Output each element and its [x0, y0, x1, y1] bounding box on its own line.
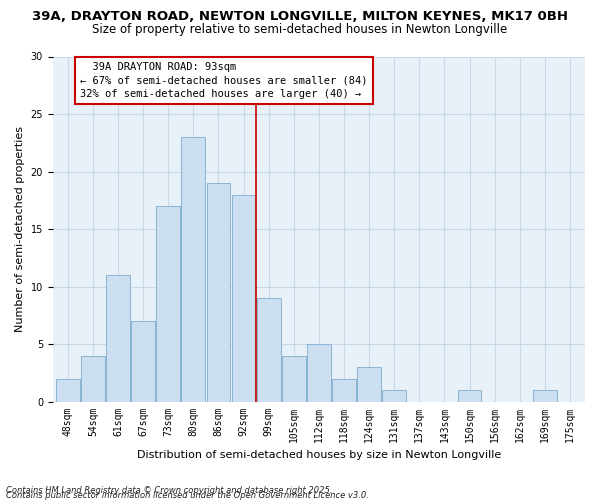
- Bar: [81, 356, 105, 402]
- Bar: [332, 378, 356, 402]
- Bar: [307, 344, 331, 402]
- Bar: [232, 194, 256, 402]
- Y-axis label: Number of semi-detached properties: Number of semi-detached properties: [15, 126, 25, 332]
- Text: Contains HM Land Registry data © Crown copyright and database right 2025.: Contains HM Land Registry data © Crown c…: [6, 486, 332, 495]
- Bar: [458, 390, 481, 402]
- Bar: [382, 390, 406, 402]
- Bar: [131, 321, 155, 402]
- X-axis label: Distribution of semi-detached houses by size in Newton Longville: Distribution of semi-detached houses by …: [137, 450, 501, 460]
- Text: 39A, DRAYTON ROAD, NEWTON LONGVILLE, MILTON KEYNES, MK17 0BH: 39A, DRAYTON ROAD, NEWTON LONGVILLE, MIL…: [32, 10, 568, 23]
- Bar: [357, 367, 381, 402]
- Text: 39A DRAYTON ROAD: 93sqm
← 67% of semi-detached houses are smaller (84)
32% of se: 39A DRAYTON ROAD: 93sqm ← 67% of semi-de…: [80, 62, 368, 98]
- Text: Size of property relative to semi-detached houses in Newton Longville: Size of property relative to semi-detach…: [92, 22, 508, 36]
- Bar: [106, 275, 130, 402]
- Bar: [282, 356, 306, 402]
- Text: Contains public sector information licensed under the Open Government Licence v3: Contains public sector information licen…: [6, 491, 369, 500]
- Bar: [181, 137, 205, 402]
- Bar: [56, 378, 80, 402]
- Bar: [206, 183, 230, 402]
- Bar: [533, 390, 557, 402]
- Bar: [257, 298, 281, 402]
- Bar: [157, 206, 180, 402]
